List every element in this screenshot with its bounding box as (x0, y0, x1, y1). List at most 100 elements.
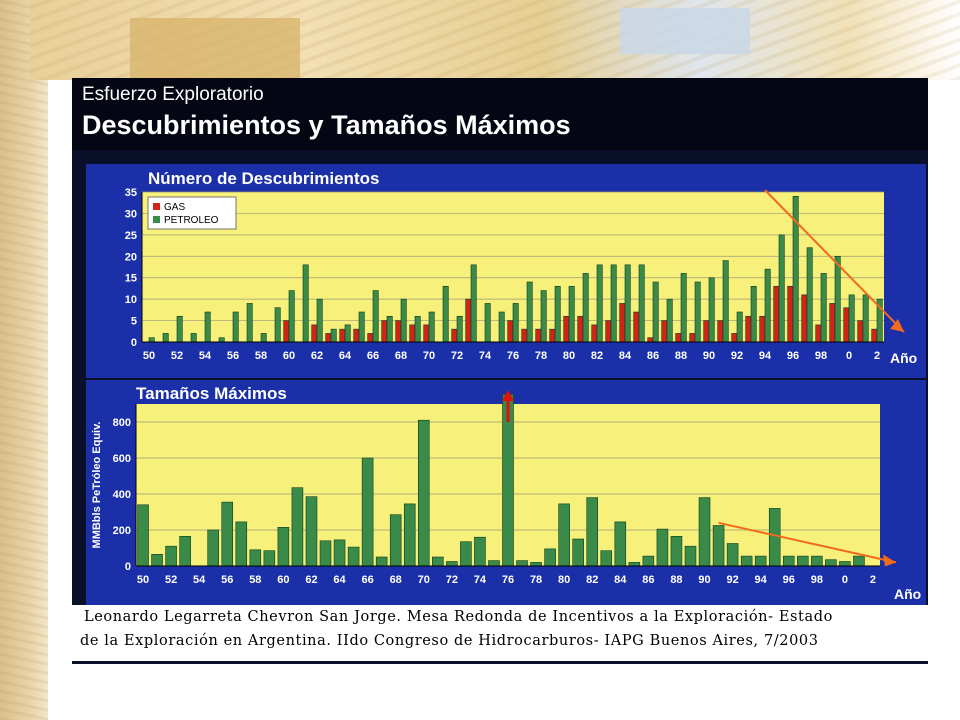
gas-bar (339, 328, 346, 343)
gas-bar (367, 333, 374, 343)
x-tick-label: 66 (361, 574, 373, 586)
x-tick-label: 64 (333, 574, 346, 586)
max-size-bar (782, 555, 795, 567)
y-tick-label: 0 (125, 561, 131, 573)
y-tick-label: 200 (113, 525, 131, 537)
max-size-bar (249, 549, 262, 567)
max-size-bar (698, 497, 711, 567)
petroleo-bar (568, 285, 575, 343)
gas-bar (465, 298, 472, 343)
max-size-bar (754, 555, 767, 567)
petroleo-bar (302, 264, 309, 343)
y-tick-label: 800 (113, 417, 131, 429)
x-tick-label: 80 (558, 574, 570, 586)
y-tick-label: 5 (131, 316, 137, 328)
caption-line-1: Leonardo Legarreta Chevron San Jorge. Me… (84, 609, 833, 625)
x-tick-label: 54 (193, 574, 206, 586)
max-size-bar (558, 503, 570, 567)
max-size-bar (684, 545, 697, 567)
x-tick-label: 52 (165, 574, 177, 586)
max-size-bar (389, 514, 402, 567)
max-size-bar (825, 559, 837, 567)
petroleo-bar (512, 303, 519, 343)
slide-title: Descubrimientos y Tamaños Máximos (82, 110, 571, 140)
max-size-bar (263, 550, 276, 567)
max-size-bar (235, 521, 248, 567)
gas-bar (857, 320, 864, 343)
max-size-bar (530, 562, 542, 567)
gas-legend-label: GAS (164, 202, 185, 213)
x-tick-label: 96 (787, 350, 799, 362)
gas-bar (311, 324, 318, 343)
max-size-bar (319, 540, 332, 567)
gas-bar (703, 320, 710, 343)
gas-bar (801, 294, 808, 343)
x-tick-label: 2 (870, 574, 876, 586)
max-size-bar (670, 536, 683, 567)
petroleo-bar (848, 294, 855, 343)
y-tick-label: 600 (113, 453, 131, 465)
petroleo-bar (176, 315, 183, 343)
y-tick-label: 35 (125, 187, 137, 199)
y-tick-label: 400 (113, 489, 131, 501)
petroleo-bar (498, 311, 505, 343)
x-tick-label: 50 (137, 574, 149, 586)
petroleo-bar (372, 290, 379, 343)
max-size-bar (614, 521, 627, 567)
petroleo-bar (526, 281, 533, 343)
petroleo-bar (190, 333, 197, 343)
petroleo-bar (778, 234, 785, 343)
max-size-bar (586, 497, 599, 567)
x-tick-label: 50 (143, 350, 155, 362)
x-tick-label: 74 (479, 350, 492, 362)
gas-bar (409, 324, 416, 343)
gas-bar (283, 320, 290, 343)
petroleo-bar (442, 285, 449, 343)
petroleo-bar (386, 315, 393, 343)
legend-box (147, 196, 237, 230)
x-tick-label: 0 (846, 350, 852, 362)
gas-bar (647, 337, 654, 343)
x-tick-label: 84 (619, 350, 632, 362)
gas-bar (731, 333, 738, 343)
x-tick-label: 82 (586, 574, 598, 586)
max-sizes-chart-panel: Tamaños Máximos 0 200 400 600 800 50 52 54 56 58 6… (86, 380, 926, 606)
caption-line-2: de la Exploración en Argentina. IIdo Con… (80, 633, 819, 649)
petroleo-bar (316, 298, 323, 343)
x-axis-title: Año (890, 350, 917, 366)
petroleo-bar (414, 315, 421, 343)
petroleo-bar (428, 311, 435, 343)
x-axis-title: Año (894, 586, 921, 602)
x-tick-label: 0 (842, 574, 848, 586)
discoveries-chart-title: Número de Descubrimientos (148, 169, 380, 188)
gas-bar (605, 320, 612, 343)
trend-arrow-line (764, 189, 905, 333)
max-size-bar (642, 555, 655, 567)
max-size-bar (740, 555, 753, 567)
x-tick-label: 76 (507, 350, 519, 362)
petroleo-bar (232, 311, 239, 343)
gas-bar (619, 303, 626, 343)
x-tick-label: 98 (811, 574, 823, 586)
x-tick-label: 68 (395, 350, 407, 362)
max-size-bar (347, 546, 360, 567)
gas-bar (815, 324, 822, 343)
trend-arrow-line (718, 521, 897, 564)
gas-bar (521, 328, 528, 343)
petroleo-bar (484, 303, 491, 343)
petroleo-bar (680, 273, 687, 343)
max-size-bar (572, 538, 584, 567)
petroleo-legend-label: PETROLEO (164, 215, 219, 226)
petroleo-bar (610, 264, 617, 343)
y-tick-label: 10 (125, 294, 137, 306)
petroleo-bar (344, 324, 351, 343)
gas-bar (507, 320, 514, 343)
gas-bar (745, 315, 752, 343)
x-tick-label: 54 (199, 350, 212, 362)
x-tick-label: 70 (423, 350, 435, 362)
x-tick-label: 92 (731, 350, 743, 362)
petroleo-bar (358, 311, 365, 343)
gas-bar (773, 285, 780, 343)
max-size-bar (474, 536, 486, 567)
max-size-bar (137, 504, 149, 567)
